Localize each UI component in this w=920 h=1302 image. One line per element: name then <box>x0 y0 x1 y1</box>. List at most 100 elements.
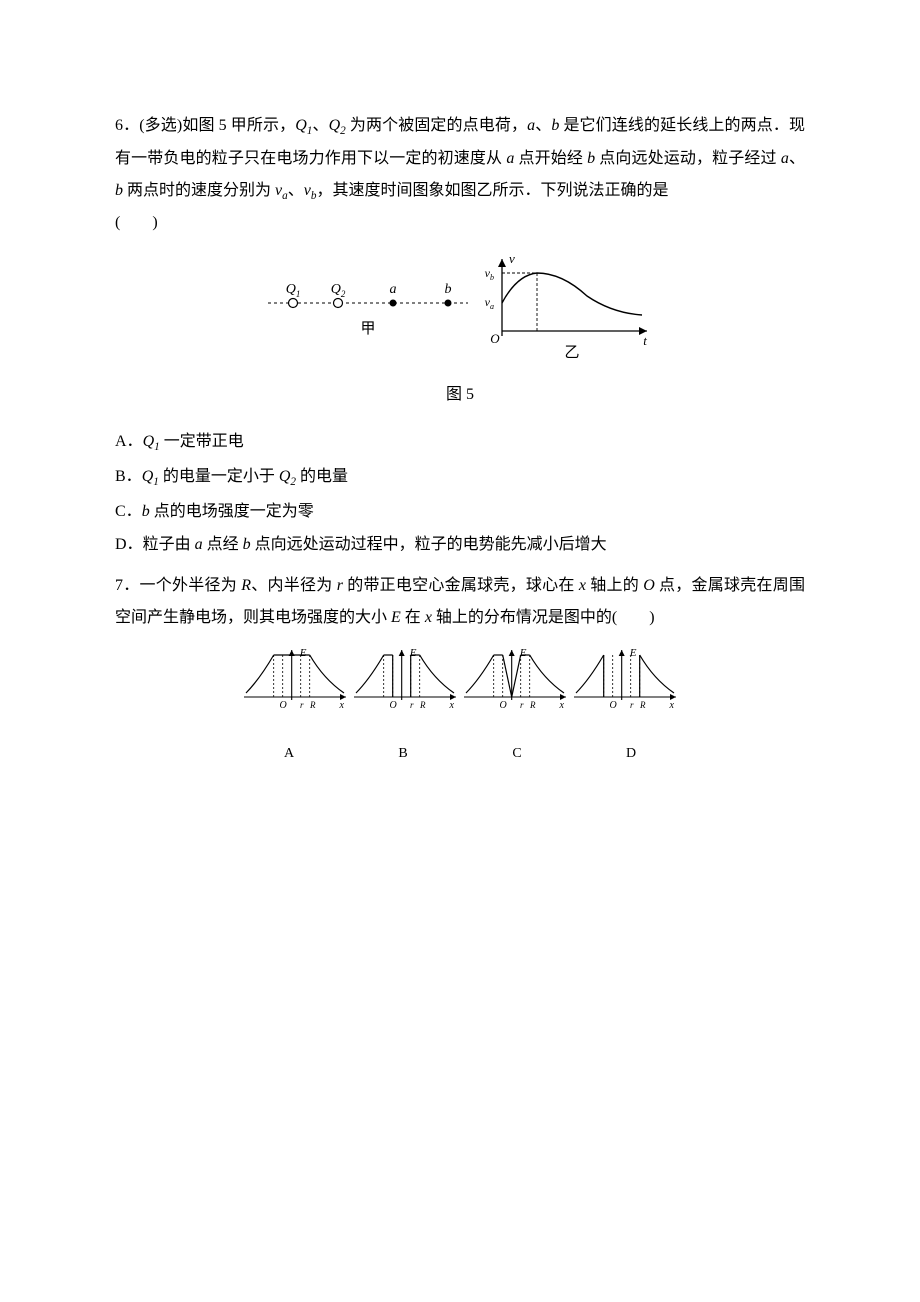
svg-text:R: R <box>309 700 316 710</box>
opt-b-q1: Q <box>142 468 154 485</box>
q7-p7: 轴上的分布情况是图中的( ) <box>432 609 655 626</box>
question-6: 6．(多选)如图 5 甲所示，Q1、Q2 为两个被固定的点电荷，a、b 是它们连… <box>115 110 805 562</box>
svg-text:O: O <box>279 700 286 711</box>
svg-text:O: O <box>490 331 500 346</box>
svg-text:R: R <box>639 700 646 710</box>
question-7: 7．一个外半径为 R、内半径为 r 的带正电空心金属球壳，球心在 x 轴上的 O… <box>115 570 805 769</box>
svg-text:x: x <box>559 700 565 711</box>
svg-text:O: O <box>389 700 396 711</box>
q6-p1j: ，其速度时间图象如图乙所示．下列说法正确的是 <box>316 182 668 199</box>
svg-text:Q1: Q1 <box>286 282 301 299</box>
q6-b3: b <box>115 182 123 199</box>
q6-p1b: 为两个被固定的点电荷， <box>346 117 527 134</box>
q7-O: O <box>643 577 655 594</box>
svg-text:r: r <box>630 700 634 710</box>
opt-c-text: 点的电场强度一定为零 <box>150 503 314 520</box>
q6-option-b: B．Q1 的电量一定小于 Q2 的电量 <box>115 460 805 495</box>
q6-b2: b <box>587 150 595 167</box>
opt-d-mid1: 点经 <box>203 536 243 553</box>
opt-a-q1: Q <box>143 433 155 450</box>
svg-text:x: x <box>339 700 345 711</box>
q7-panel-d: E OrRx <box>570 646 680 721</box>
q6-figure-caption: 图 5 <box>115 379 805 411</box>
q7-label-a: A <box>234 740 344 768</box>
q6-options: A．Q1 一定带正电 B．Q1 的电量一定小于 Q2 的电量 C．b 点的电场强… <box>115 425 805 562</box>
q6-Q2: Q <box>329 117 341 134</box>
q7-p2: 、内半径为 <box>251 577 337 594</box>
q6-figure: Q1 Q2 a b 甲 vb va v O t 乙 <box>115 251 805 411</box>
q6-blank: ( ) <box>115 214 158 231</box>
q7-label-d: D <box>576 740 686 768</box>
opt-b-q2: Q <box>279 468 291 485</box>
svg-text:E: E <box>519 647 527 659</box>
q6-text: 6．(多选)如图 5 甲所示，Q1、Q2 为两个被固定的点电荷，a、b 是它们连… <box>115 110 805 239</box>
svg-text:r: r <box>520 700 524 710</box>
svg-text:E: E <box>409 647 417 659</box>
q6-p1i: 、 <box>288 182 304 199</box>
opt-a-text: 一定带正电 <box>160 433 244 450</box>
q6-p1a: 、 <box>312 117 328 134</box>
opt-a-label: A． <box>115 433 143 450</box>
q7-panel-c: E OrRx <box>460 646 570 721</box>
svg-text:a: a <box>390 282 397 297</box>
svg-text:b: b <box>445 282 452 297</box>
q7-text: 7．一个外半径为 R、内半径为 r 的带正电空心金属球壳，球心在 x 轴上的 O… <box>115 570 805 634</box>
q7-label-c: C <box>462 740 572 768</box>
opt-b-label: B． <box>115 468 142 485</box>
q7-panel-labels: A B C D <box>115 737 805 769</box>
svg-text:Q2: Q2 <box>331 282 346 299</box>
q7-number: 7． <box>115 577 140 594</box>
svg-text:vb: vb <box>485 266 494 282</box>
svg-text:x: x <box>669 700 675 711</box>
q7-p1: 一个外半径为 <box>140 577 242 594</box>
svg-text:x: x <box>449 700 455 711</box>
q6-p1c: 、 <box>535 117 551 134</box>
svg-text:E: E <box>299 647 307 659</box>
q6-vb: v <box>304 182 311 199</box>
q7-R: R <box>241 577 251 594</box>
q6-number: 6． <box>115 117 139 134</box>
q7-p4: 轴上的 <box>586 577 643 594</box>
opt-c-label: C． <box>115 503 142 520</box>
q7-panels-row: EOrRxEOrRxEOrRxEOrRx <box>115 646 805 733</box>
svg-text:O: O <box>609 700 616 711</box>
svg-text:r: r <box>410 700 414 710</box>
svg-text:r: r <box>300 700 304 710</box>
q6-option-d: D．粒子由 a 点经 b 点向远处运动过程中，粒子的电势能先减小后增大 <box>115 528 805 562</box>
q7-x: x <box>579 577 586 594</box>
q6-option-a: A．Q1 一定带正电 <box>115 425 805 460</box>
q6-a: a <box>527 117 535 134</box>
opt-d-a: a <box>195 536 203 553</box>
q6-p1e: 点开始经 <box>514 150 587 167</box>
q7-x2: x <box>425 609 432 626</box>
svg-text:R: R <box>529 700 536 710</box>
q7-p6: 在 <box>401 609 425 626</box>
svg-text:va: va <box>485 295 494 311</box>
q7-panel-a: E OrRx <box>240 646 350 721</box>
q7-label-b: B <box>348 740 458 768</box>
svg-text:E: E <box>629 647 637 659</box>
q7-E: E <box>391 609 401 626</box>
q6-option-c: C．b 点的电场强度一定为零 <box>115 495 805 529</box>
q6-Q1: Q <box>295 117 307 134</box>
opt-b-end: 的电量 <box>296 468 348 485</box>
q6-p1g: 、 <box>789 150 805 167</box>
q6-p1h: 两点时的速度分别为 <box>123 182 275 199</box>
opt-d-mid2: 点向远处运动过程中，粒子的电势能先减小后增大 <box>251 536 607 553</box>
q7-p3: 的带正电空心金属球壳，球心在 <box>343 577 579 594</box>
opt-d-b: b <box>243 536 251 553</box>
opt-d-label: D． <box>115 536 143 553</box>
q6-a3: a <box>781 150 789 167</box>
q7-panel-b: E OrRx <box>350 646 460 721</box>
svg-text:R: R <box>419 700 426 710</box>
q7-figure: EOrRxEOrRxEOrRxEOrRx A B C D <box>115 646 805 769</box>
svg-text:t: t <box>643 333 647 348</box>
opt-b-mid: 的电量一定小于 <box>159 468 279 485</box>
svg-text:O: O <box>499 700 506 711</box>
svg-text:v: v <box>509 251 515 266</box>
svg-text:甲: 甲 <box>360 321 375 337</box>
q6-prefix: (多选)如图 5 甲所示， <box>139 117 295 134</box>
q6-p1f: 点向远处运动，粒子经过 <box>595 150 781 167</box>
q6-figure-right: vb va v O t 乙 <box>477 251 657 373</box>
opt-d-pre: 粒子由 <box>143 536 195 553</box>
